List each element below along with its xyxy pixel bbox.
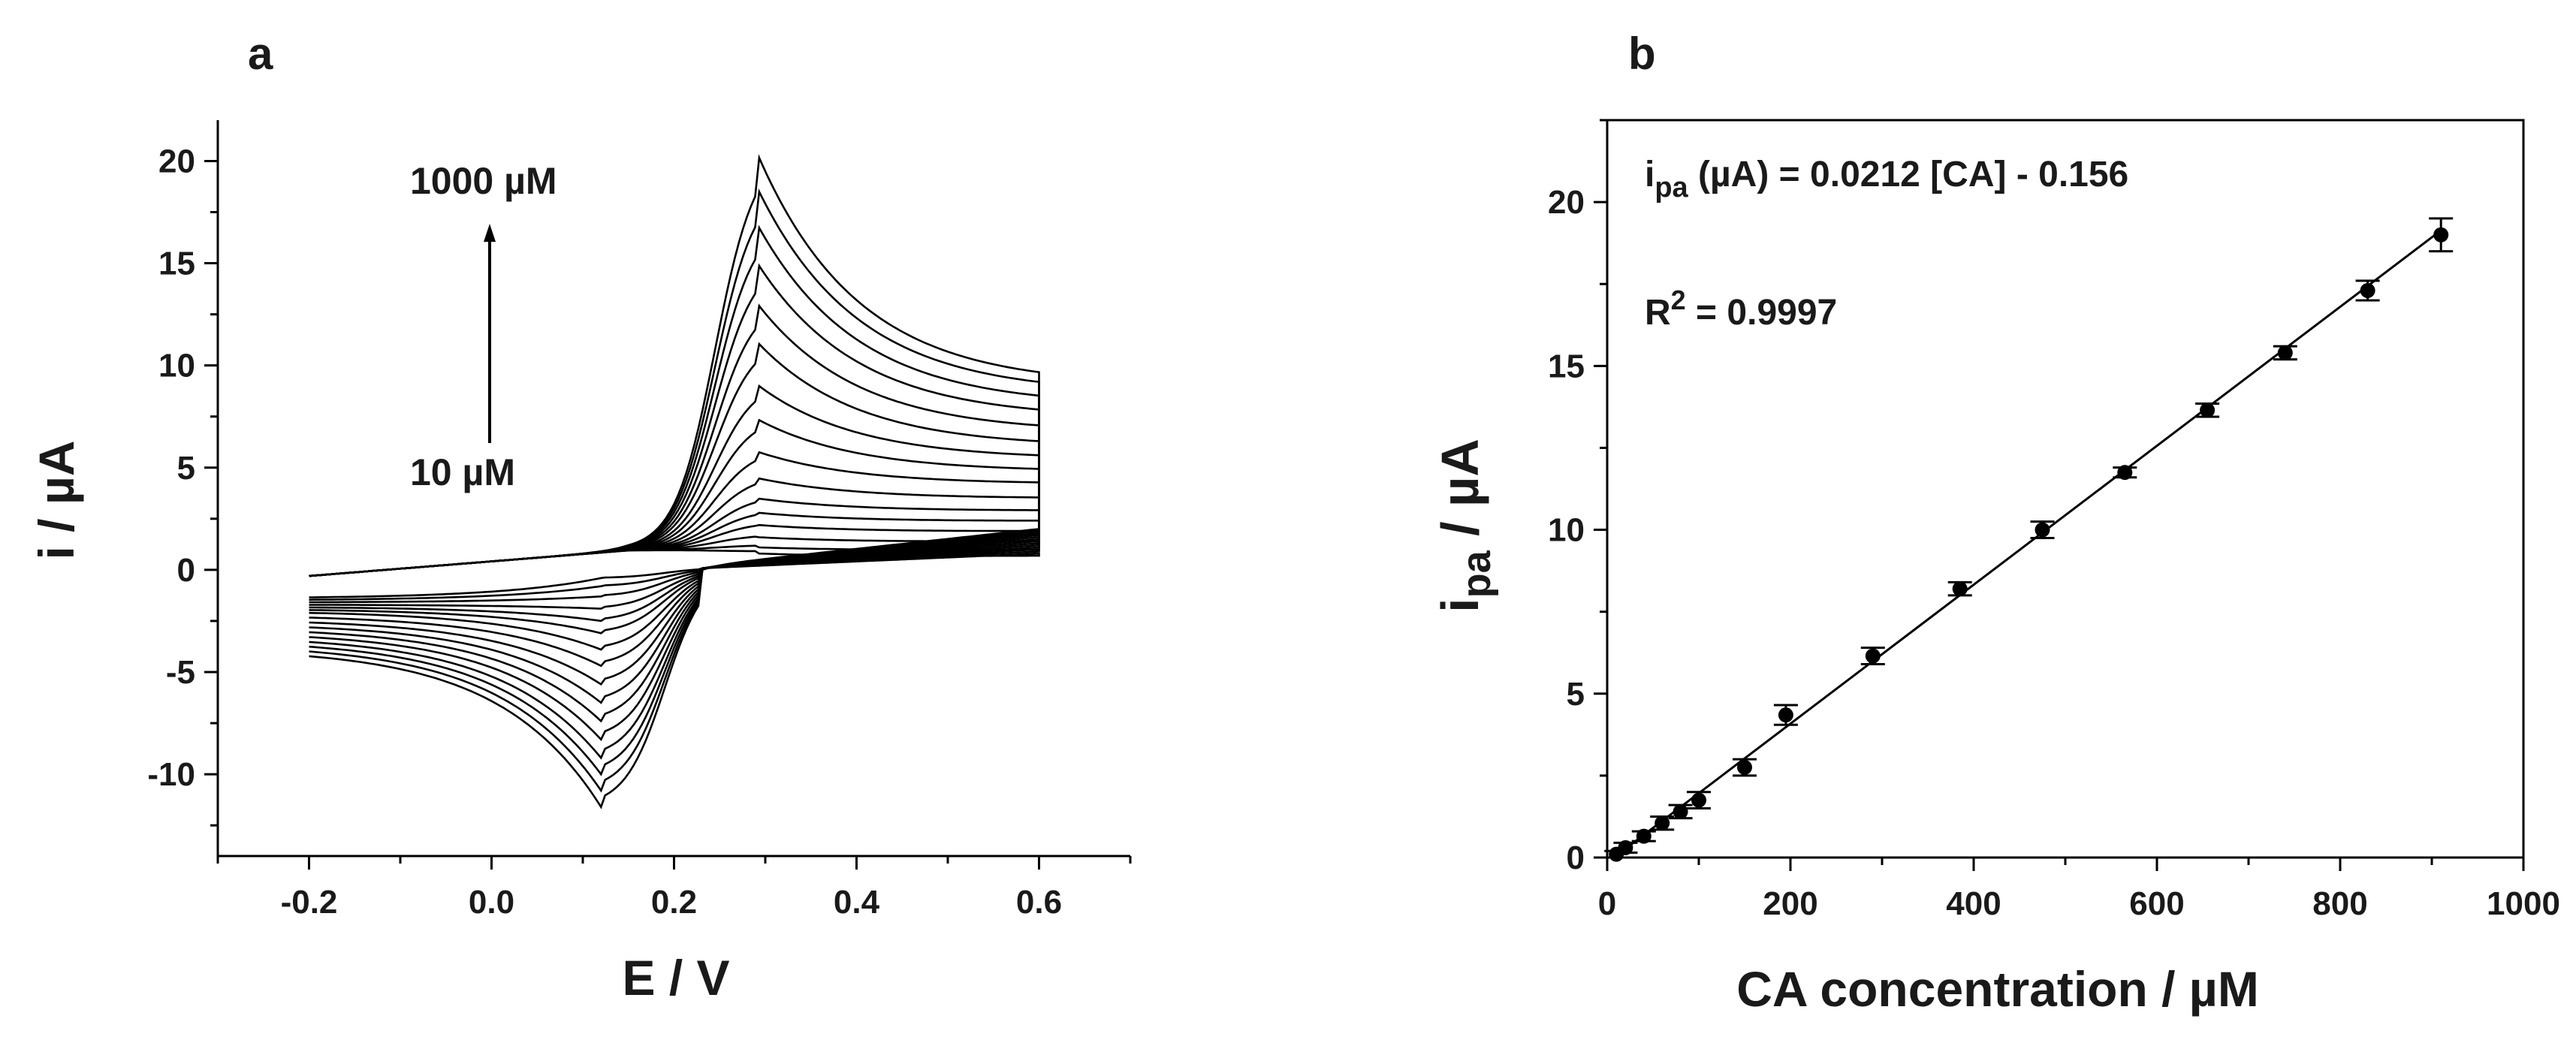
data-point: [2429, 217, 2454, 253]
calibration-points: [1604, 217, 2454, 862]
panel-b-x-tick-label: 200: [1763, 885, 1817, 922]
ylabel-i: i: [1431, 598, 1489, 612]
panel-b-y-tick-label: 15: [1548, 348, 1585, 384]
cv-curve: [309, 303, 1040, 742]
panel-a-y-axis-label: i / µA: [29, 440, 84, 559]
panel-a-axes: [204, 120, 1132, 870]
panel-a-y-tick-label: -5: [166, 654, 195, 691]
panel-a-x-axis-label: E / V: [622, 950, 729, 1005]
panel-a-x-tick-labels: -0.2 0.0 0.2 0.4 0.6: [281, 884, 1063, 921]
point-marker: [2360, 282, 2375, 298]
panel-a: a -0.2 0.0 0.2 0.4 0.6 -10 -5 0 5 10 15 20 1000 µM…: [29, 29, 1132, 1005]
panel-b-x-tick-label: 0: [1598, 885, 1616, 922]
data-point: [1650, 815, 1675, 831]
calibration-fit-line: [1611, 229, 2442, 861]
panel-a-x-tick-label: 0.6: [1016, 884, 1062, 921]
point-marker: [2200, 402, 2216, 418]
panel-b-x-axis-label: CA concentration / µM: [1736, 961, 2259, 1017]
annotation-low-concentration: 10 µM: [410, 451, 515, 493]
point-marker: [2277, 345, 2293, 360]
point-marker: [1673, 803, 1688, 819]
r2-r: R: [1645, 293, 1671, 333]
panel-a-x-tick-label: 0.4: [834, 884, 880, 921]
data-point: [2355, 279, 2380, 302]
panel-a-y-tick-labels: -10 -5 0 5 10 15 20: [147, 143, 195, 793]
point-marker: [2035, 522, 2050, 538]
point-marker: [1737, 759, 1752, 775]
cv-curve: [309, 342, 1040, 723]
equation-rest: (µA) = 0.0212 [CA] - 0.156: [1688, 155, 2129, 194]
fit-line: [1611, 229, 2442, 861]
regression-equation: ipa (µA) = 0.0212 [CA] - 0.156: [1645, 155, 2128, 203]
point-marker: [1778, 707, 1793, 723]
data-point: [1613, 840, 1638, 855]
panel-b-axes: [1594, 119, 2525, 871]
point-marker: [1636, 828, 1651, 844]
data-point: [2195, 402, 2220, 418]
panel-a-x-tick-label: 0.2: [651, 884, 697, 921]
panel-b-x-tick-label: 400: [1946, 885, 2001, 922]
point-marker: [1618, 840, 1633, 855]
point-marker: [1865, 648, 1881, 664]
data-point: [1947, 580, 1972, 597]
panel-b-y-tick-label: 5: [1567, 676, 1585, 713]
panel-b-x-tick-label: 600: [2129, 885, 2184, 922]
point-marker: [2117, 465, 2133, 481]
data-point: [2030, 520, 2055, 539]
concentration-arrow: [484, 224, 496, 443]
annotation-high-concentration: 1000 µM: [410, 160, 557, 202]
data-point: [1631, 828, 1656, 844]
panel-b-x-tick-label: 1000: [2487, 885, 2560, 922]
panel-a-x-tick-label: -0.2: [281, 884, 338, 921]
equation-subscript: pa: [1654, 172, 1688, 203]
r2-rest: = 0.9997: [1686, 293, 1838, 333]
cv-curve: [309, 154, 1040, 809]
panel-a-label: a: [248, 29, 273, 79]
panel-a-x-tick-label: 0.0: [469, 884, 514, 921]
panel-b-x-tick-labels: 0 200 400 600 800 1000: [1598, 885, 2560, 922]
point-marker: [2433, 227, 2449, 243]
panel-a-y-tick-label: 15: [158, 246, 195, 282]
panel-b-y-tick-label: 20: [1548, 184, 1585, 221]
equation-i: i: [1645, 155, 1654, 194]
data-point: [1733, 758, 1757, 777]
point-marker: [1691, 792, 1706, 808]
ylabel-subscript: pa: [1454, 550, 1499, 598]
panel-b-y-tick-label: 0: [1567, 840, 1585, 876]
panel-a-y-tick-label: 10: [158, 348, 195, 384]
panel-b-y-axis-label: ipa / µA: [1431, 439, 1499, 613]
ylabel-rest: / µA: [1431, 439, 1489, 550]
r-squared: R2 = 0.9997: [1645, 285, 1837, 333]
data-point: [2273, 345, 2297, 361]
data-point: [1687, 791, 1711, 810]
data-point: [1668, 803, 1693, 820]
data-point: [1860, 647, 1885, 665]
panel-a-y-tick-label: 5: [177, 450, 195, 487]
data-point: [2113, 465, 2137, 481]
r2-superscript: 2: [1671, 285, 1686, 315]
panel-b-frame: [1606, 119, 2525, 859]
data-point: [1773, 704, 1798, 726]
panel-b-x-tick-label: 800: [2312, 885, 2367, 922]
panel-b-y-tick-label: 10: [1548, 512, 1585, 549]
cv-curve: [309, 225, 1040, 776]
panel-a-y-tick-label: 0: [177, 552, 195, 589]
cv-curves: [309, 154, 1040, 809]
panel-b-y-tick-labels: 0 5 10 15 20: [1548, 184, 1585, 876]
point-marker: [1654, 815, 1670, 831]
point-marker: [1952, 581, 1968, 597]
panel-b-label: b: [1628, 29, 1656, 79]
panel-a-y-tick-label: 20: [158, 143, 195, 179]
panel-a-y-tick-label: -10: [147, 756, 195, 793]
